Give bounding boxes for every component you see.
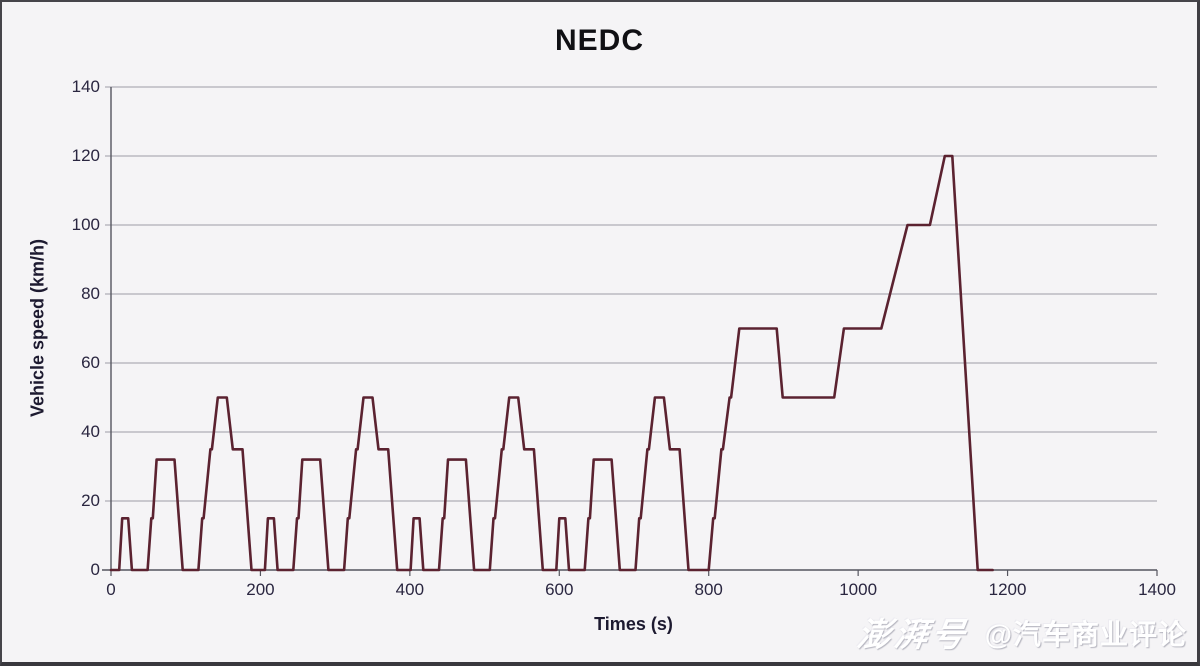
x-tick-label: 1000 [839, 580, 878, 599]
x-tick-label: 400 [395, 580, 425, 599]
y-tick-label: 20 [81, 491, 100, 510]
nedc-speed-line [109, 154, 994, 572]
chart-title: NEDC [554, 24, 644, 57]
watermark-handle: @汽车商业评论 [984, 619, 1187, 650]
x-axis-title: Times (s) [594, 614, 673, 634]
y-tick-label: 100 [71, 215, 100, 234]
x-tick-label: 1200 [988, 580, 1027, 599]
y-tick-label: 40 [81, 422, 100, 441]
x-tick-label: 600 [545, 580, 574, 599]
y-tick-label: 60 [81, 353, 100, 372]
y-tick-label: 120 [71, 146, 100, 165]
x-tick-label: 200 [246, 580, 275, 599]
x-tick-label: 0 [106, 580, 116, 599]
y-tick-label: 80 [81, 284, 100, 303]
x-tick-label: 1400 [1138, 580, 1176, 599]
watermark: 澎湃号 @汽车商业评论 [855, 608, 1187, 656]
y-tick-label: 140 [71, 77, 100, 96]
y-tick-label: 0 [90, 560, 100, 579]
pengpai-logo: 澎湃号 [854, 616, 971, 653]
x-tick-label: 800 [694, 580, 723, 599]
